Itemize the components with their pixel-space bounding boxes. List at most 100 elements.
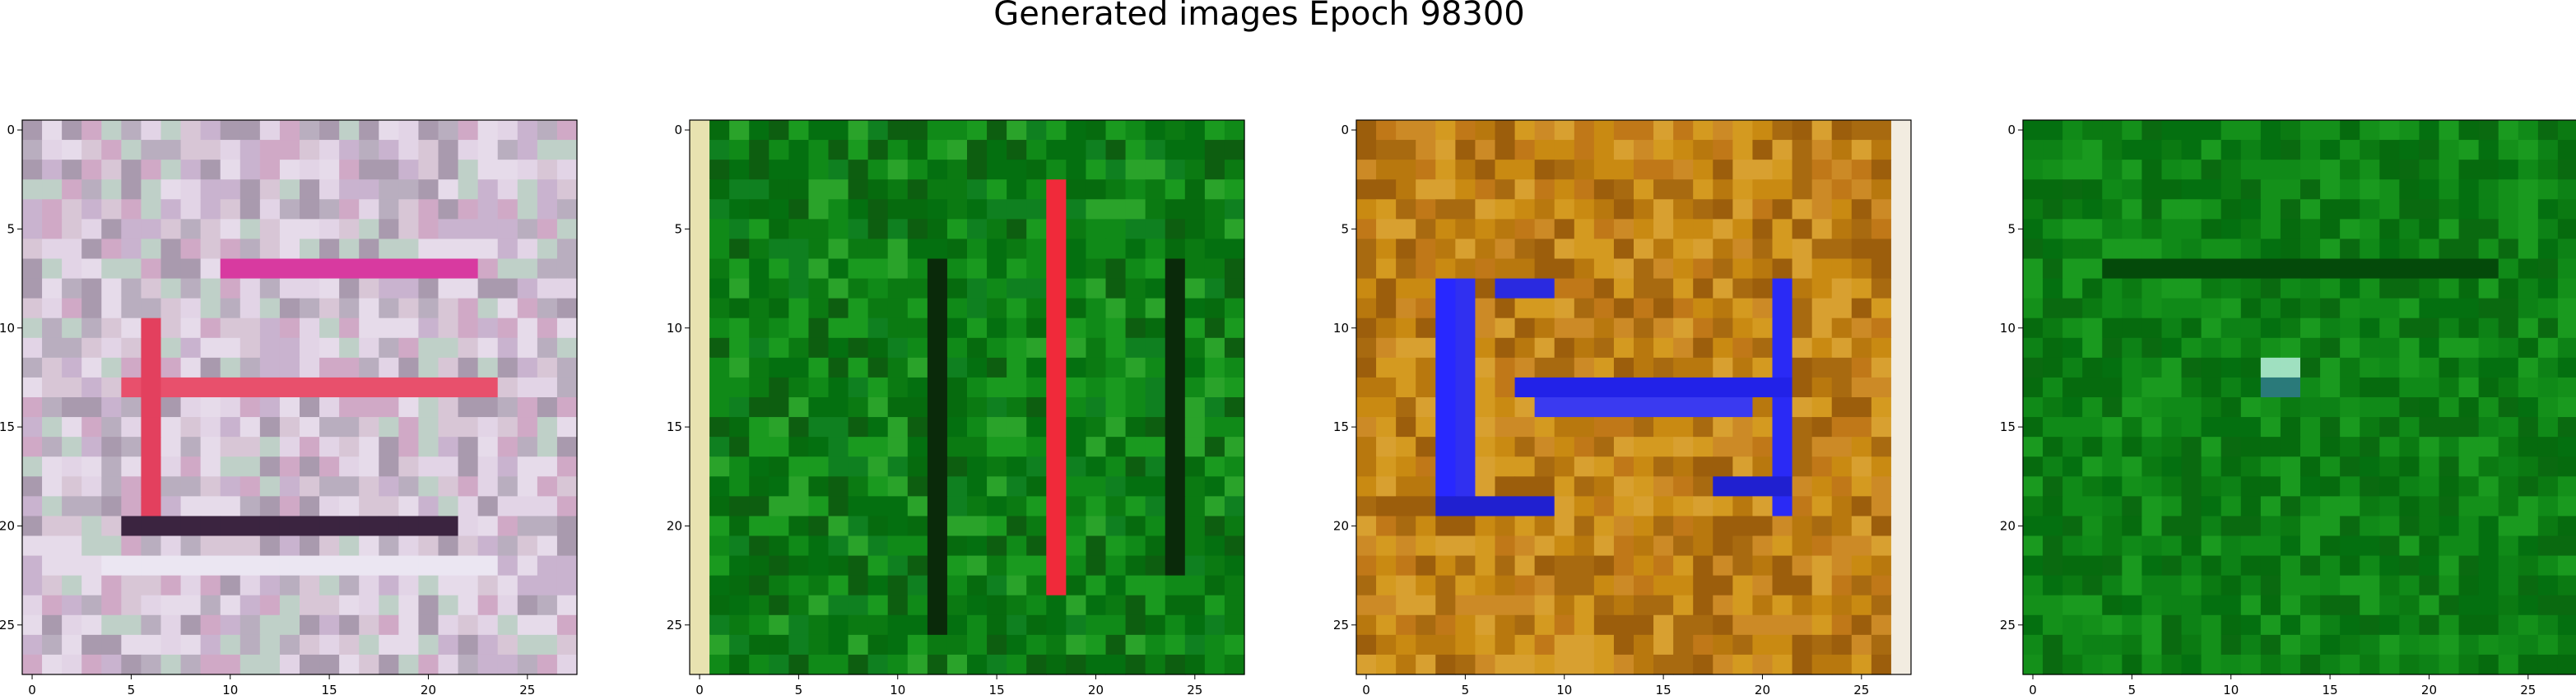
pixel-cell — [438, 614, 459, 636]
pixel-cell — [1792, 239, 1813, 260]
pixel-cell — [1634, 377, 1654, 398]
pixel-cell — [2498, 654, 2519, 675]
pixel-cell — [2379, 456, 2400, 477]
pixel-cell — [2320, 555, 2341, 577]
pixel-cell — [1534, 278, 1555, 299]
pixel-cell — [556, 476, 578, 497]
pixel-cell — [1890, 179, 1912, 200]
pixel-cell — [1184, 595, 1206, 616]
x-tick-label: 5 — [2128, 683, 2137, 695]
pixel-cell — [749, 377, 770, 398]
pixel-cell — [2537, 140, 2559, 160]
pixel-cell — [1007, 456, 1027, 477]
pixel-cell — [1851, 535, 1872, 557]
pixel-cell — [2360, 298, 2380, 319]
pixel-cell — [967, 337, 988, 359]
pixel-cell — [259, 595, 281, 616]
pixel-cell — [379, 278, 399, 299]
pixel-cell — [1554, 654, 1575, 675]
pixel-cell — [927, 140, 948, 160]
pixel-cell — [141, 654, 162, 675]
pixel-cell — [1653, 417, 1674, 438]
pixel-cell — [1184, 377, 1206, 398]
pixel-cell — [2458, 160, 2480, 180]
pixel-cell — [220, 377, 241, 398]
pixel-cell — [2240, 634, 2262, 656]
pixel-cell — [729, 239, 750, 260]
pixel-cell — [848, 317, 869, 339]
pixel-cell — [2537, 357, 2559, 378]
pixel-cell — [458, 614, 479, 636]
pixel-cell — [1165, 575, 1186, 596]
pixel-cell — [867, 298, 889, 319]
pixel-cell — [2458, 476, 2480, 497]
pixel-cell — [81, 397, 102, 418]
pixel-cell — [239, 278, 261, 299]
pixel-cell — [339, 357, 360, 378]
x-tick-label: 20 — [1755, 683, 1770, 695]
pixel-cell — [1792, 535, 1813, 557]
pixel-cell — [1184, 437, 1206, 457]
pixel-cell — [537, 357, 558, 378]
pixel-cell — [1396, 456, 1416, 477]
pixel-cell — [1514, 535, 1536, 557]
pixel-cell — [22, 417, 43, 438]
pixel-cell — [1495, 219, 1516, 240]
pixel-cell — [1165, 535, 1186, 557]
pixel-cell — [867, 437, 889, 457]
pixel-cell — [2340, 140, 2360, 160]
pixel-cell — [1792, 634, 1813, 656]
pixel-cell — [1534, 555, 1555, 577]
pixel-cell — [2419, 357, 2440, 378]
pixel-cell — [1224, 476, 1245, 497]
pixel-cell — [2557, 357, 2576, 378]
pixel-cell — [2518, 120, 2539, 141]
pixel-cell — [828, 634, 849, 656]
pixel-cell — [987, 120, 1007, 141]
y-tick-label: 25 — [0, 618, 15, 632]
pixel-cell — [497, 258, 518, 280]
pixel-cell — [2280, 298, 2301, 319]
pixel-cell — [1713, 654, 1733, 675]
pixel-cell — [319, 199, 340, 220]
pixel-cell — [2478, 397, 2499, 418]
pixel-cell — [300, 239, 320, 260]
y-tick-label: 10 — [0, 321, 15, 336]
pixel-cell — [1713, 535, 1733, 557]
pixel-cell — [946, 417, 968, 438]
pixel-cell — [946, 317, 968, 339]
pixel-cell — [987, 595, 1007, 616]
pixel-cell — [2518, 654, 2539, 675]
pixel-cell — [1713, 357, 1733, 378]
pixel-cell — [1416, 140, 1436, 160]
pixel-cell — [2220, 575, 2242, 596]
pixel-cell — [987, 179, 1007, 200]
pixel-cell — [180, 337, 202, 359]
pixel-cell — [1752, 278, 1774, 299]
pixel-cell — [42, 516, 63, 537]
pixel-cell — [1792, 437, 1813, 457]
pixel-cell — [1007, 496, 1027, 517]
pixel-cell — [379, 317, 399, 339]
pixel-cell — [300, 298, 320, 319]
pixel-cell — [808, 199, 830, 220]
pixel-cell — [1145, 258, 1166, 280]
pixel-cell — [121, 357, 142, 378]
pixel-cell — [1554, 516, 1575, 537]
pixel-cell — [398, 199, 420, 220]
pixel-cell — [2518, 555, 2539, 577]
pixel-cell — [1831, 140, 1853, 160]
pixel-cell — [2260, 298, 2281, 319]
pixel-cell — [2102, 437, 2123, 457]
pixel-cell — [709, 535, 730, 557]
pixel-cell — [2240, 397, 2262, 418]
pixel-cell — [2557, 239, 2576, 260]
pixel-cell — [1811, 634, 1833, 656]
pixel-cell — [1634, 535, 1654, 557]
pixel-cell — [828, 219, 849, 240]
pixel-cell — [180, 417, 202, 438]
pixel-cell — [1554, 456, 1575, 477]
pixel-cell — [1376, 179, 1397, 200]
pixel-cell — [22, 160, 43, 180]
pixel-cell — [788, 397, 810, 418]
